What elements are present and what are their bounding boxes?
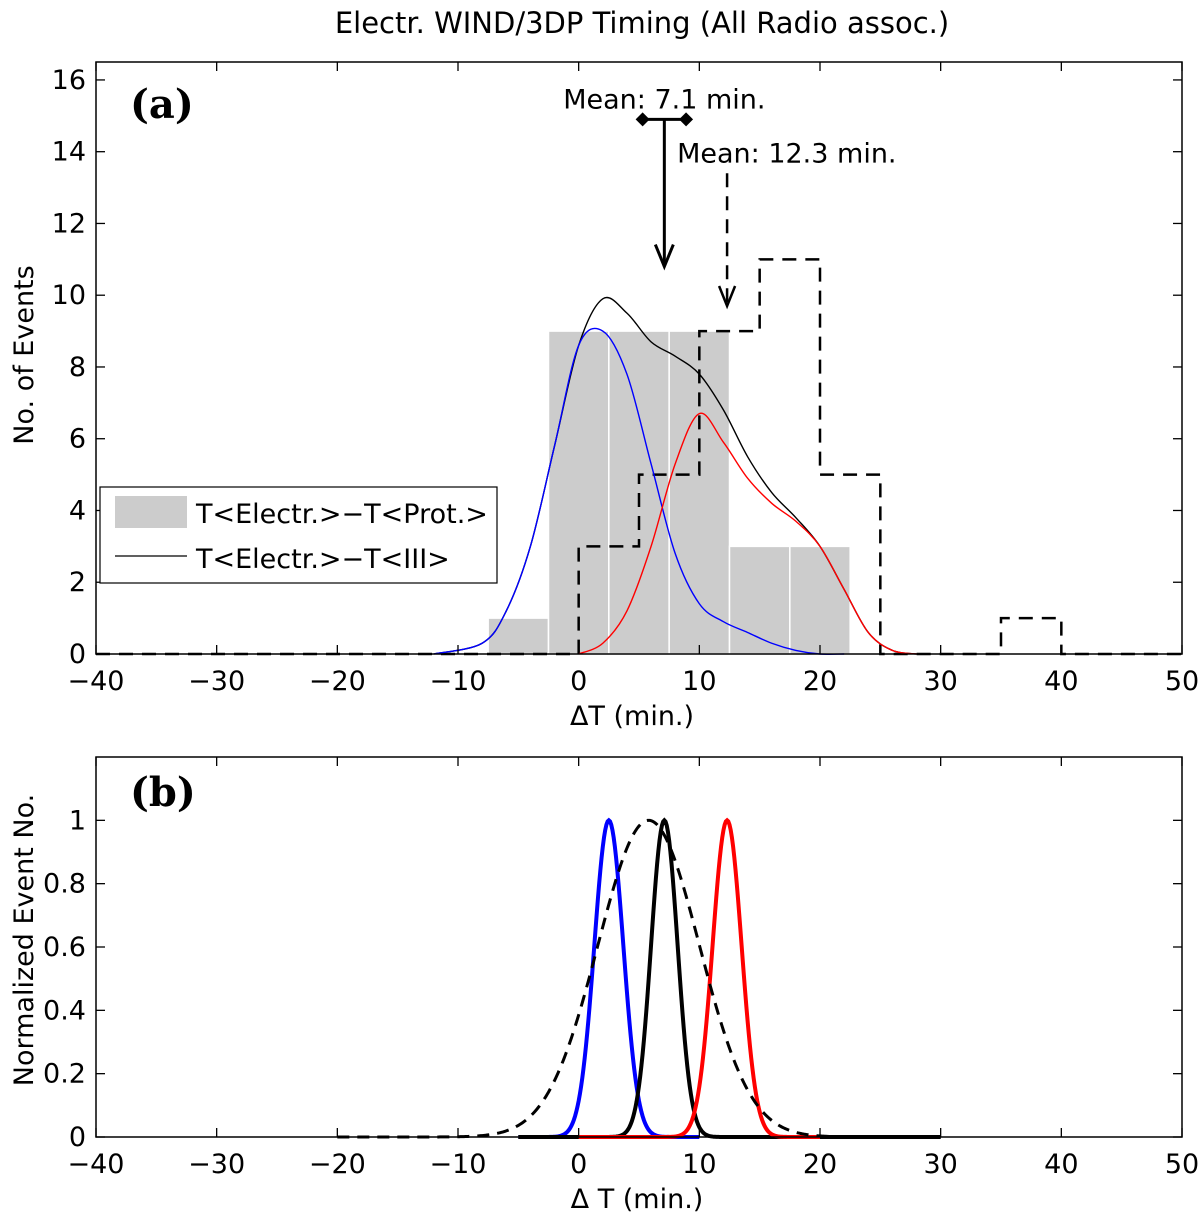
panel-b: −40 −30 −20 −10 0 10 20 30 40 50 0 0.2 0.4 0.6 0.8 1 Δ… <box>9 756 1199 1215</box>
x-tick-label: 0 <box>570 1149 587 1180</box>
gray-bar-0 <box>487 617 550 655</box>
y-tick-label: 8 <box>69 352 86 383</box>
panel-label-b: (b) <box>130 769 196 816</box>
mean-arrowhead-solid <box>653 243 675 271</box>
gray-bar-3 <box>668 330 731 655</box>
x-tick-label: 50 <box>1165 666 1199 697</box>
mean-annotations: Mean: 7.1 min. Mean: 12.3 min. <box>563 85 897 310</box>
x-axis-label-a: ΔT (min.) <box>570 701 694 732</box>
gray-bar-5 <box>789 545 851 655</box>
y-axis-ticks-b: 0 0.2 0.4 0.6 0.8 1 <box>43 805 1182 1153</box>
y-tick-label: 14 <box>52 137 86 168</box>
y-tick-label: 0.6 <box>43 932 86 963</box>
x-tick-label: −20 <box>309 1149 366 1180</box>
x-tick-label: −20 <box>309 666 366 697</box>
x-axis-label-b: Δ T (min.) <box>571 1184 704 1215</box>
legend-swatch-gray <box>115 496 187 528</box>
gray-bar-4 <box>728 545 791 655</box>
y-axis-label-b: Normalized Event No. <box>9 794 40 1086</box>
x-tick-label: −40 <box>68 1149 125 1180</box>
y-tick-label: 12 <box>52 208 86 239</box>
x-tick-label: 40 <box>1044 666 1078 697</box>
panel-a: Electr. WIND/3DP Timing (All Radio assoc… <box>9 6 1199 732</box>
x-tick-label: 20 <box>803 1149 837 1180</box>
y-axis-label-a: No. of Events <box>9 265 40 444</box>
x-tick-label: 0 <box>570 666 587 697</box>
x-tick-label: −30 <box>188 666 245 697</box>
mean-label-1: Mean: 12.3 min. <box>677 138 896 169</box>
x-tick-label: 20 <box>803 666 837 697</box>
y-tick-label: 2 <box>69 567 86 598</box>
x-tick-label: 10 <box>682 1149 716 1180</box>
legend: T<Electr.>−T<Prot.> T<Electr.>−T<III> <box>99 486 498 584</box>
x-tick-label: −30 <box>188 1149 245 1180</box>
x-tick-label: 30 <box>923 666 957 697</box>
x-tick-label: −10 <box>430 666 487 697</box>
error-bar-marker-0 <box>635 112 650 127</box>
x-tick-label: 50 <box>1165 1149 1199 1180</box>
density-curve-2 <box>578 412 917 655</box>
gray-bar-2 <box>608 330 670 655</box>
histogram-gray-bars <box>487 330 851 655</box>
y-tick-label: 6 <box>69 424 86 455</box>
mean-arrowhead-dashed <box>717 285 737 310</box>
x-axis-ticks-a: −40 −30 −20 −10 0 10 20 30 40 50 <box>68 62 1199 697</box>
plot-frame-a <box>95 61 1183 655</box>
x-tick-label: −40 <box>68 666 125 697</box>
y-tick-label: 0 <box>69 639 86 670</box>
y-tick-label: 1 <box>69 805 86 836</box>
mean-label-0: Mean: 7.1 min. <box>563 85 765 116</box>
x-tick-label: −10 <box>430 1149 487 1180</box>
legend-label-1: T<Electr.>−T<III> <box>195 544 450 575</box>
y-tick-label: 16 <box>52 65 86 96</box>
density-curves <box>433 296 917 655</box>
error-bar-marker-1 <box>679 112 694 127</box>
y-tick-label: 0.2 <box>43 1059 86 1090</box>
panel-label-a: (a) <box>130 81 194 128</box>
y-tick-label: 4 <box>69 495 86 526</box>
x-tick-label: 30 <box>923 1149 957 1180</box>
gaussian-curve-2 <box>578 817 820 1139</box>
density-curve-1 <box>433 327 845 655</box>
x-tick-label: 40 <box>1044 1149 1078 1180</box>
gaussian-curves <box>337 817 941 1139</box>
y-tick-label: 0 <box>69 1122 86 1153</box>
chart-title: Electr. WIND/3DP Timing (All Radio assoc… <box>335 6 949 40</box>
x-tick-label: 10 <box>682 666 716 697</box>
y-tick-label: 10 <box>52 280 86 311</box>
x-axis-ticks-b: −40 −30 −20 −10 0 10 20 30 40 50 <box>68 757 1199 1180</box>
legend-label-0: T<Electr.>−T<Prot.> <box>195 499 488 530</box>
y-tick-label: 0.4 <box>43 995 86 1026</box>
y-tick-label: 0.8 <box>43 869 86 900</box>
y-axis-ticks-a: 0 2 4 6 8 10 12 14 16 <box>52 65 1182 670</box>
